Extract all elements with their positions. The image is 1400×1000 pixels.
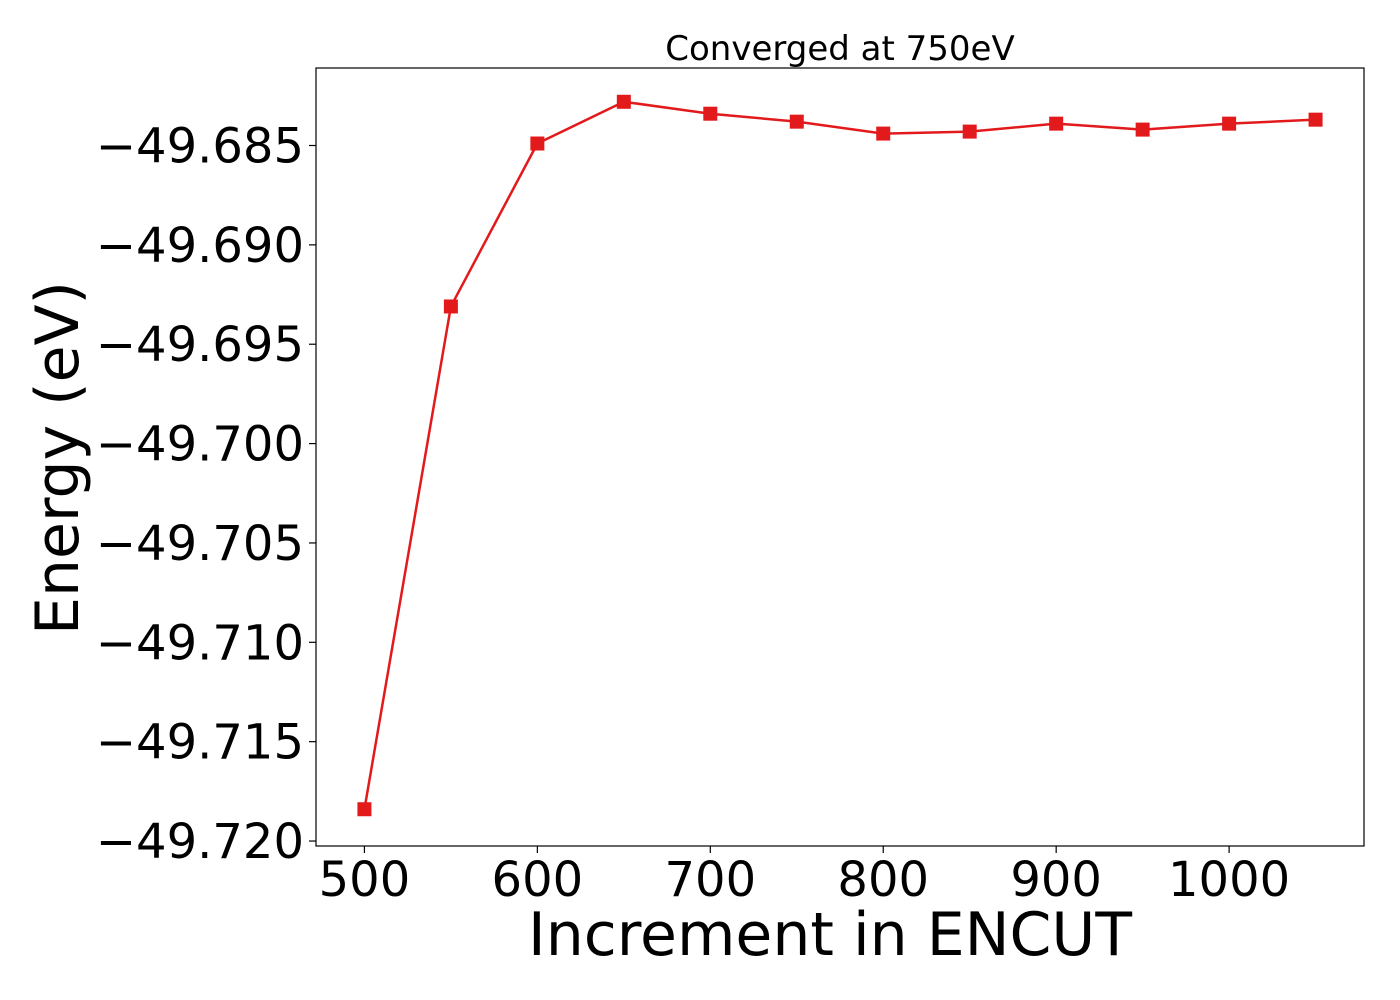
- x-tick-label: 900: [1010, 852, 1102, 908]
- y-axis-label: Energy (eV): [23, 281, 93, 635]
- x-axis-label: Increment in ENCUT: [528, 900, 1132, 970]
- data-point: [357, 802, 372, 817]
- series-line: [363, 100, 1316, 810]
- x-axis-ticks: 500 600 700 800 900 1000: [319, 846, 1290, 908]
- data-point: [703, 106, 718, 121]
- plot-frame: [315, 67, 1365, 847]
- x-tick-label: 800: [837, 852, 929, 908]
- data-point: [1049, 116, 1064, 131]
- x-tick-label: 700: [664, 852, 756, 908]
- x-tick-label: 500: [319, 852, 411, 908]
- data-point: [443, 299, 458, 314]
- y-tick-label: −49.705: [96, 516, 304, 572]
- chart-title: Converged at 750eV: [665, 29, 1014, 69]
- y-tick-label: −49.715: [96, 715, 304, 771]
- data-point: [962, 124, 977, 139]
- data-point: [1222, 116, 1237, 131]
- x-tick-label: 1000: [1168, 852, 1290, 908]
- y-tick-label: −49.720: [96, 814, 304, 870]
- y-tick-label: −49.690: [96, 218, 304, 274]
- data-point: [1135, 122, 1150, 137]
- data-point: [530, 136, 545, 151]
- data-point: [1308, 112, 1323, 127]
- data-point: [876, 126, 891, 141]
- series-layer: [357, 94, 1323, 817]
- y-tick-label: −49.695: [96, 317, 304, 373]
- data-point: [616, 94, 631, 109]
- y-tick-label: −49.710: [96, 615, 304, 671]
- plot-area: [315, 67, 1365, 847]
- y-tick-label: −49.700: [96, 417, 304, 473]
- data-point: [789, 114, 804, 129]
- y-axis-ticks: −49.685 −49.690 −49.695 −49.700 −49.705 −49.7…: [96, 119, 316, 870]
- y-tick-label: −49.685: [96, 119, 304, 175]
- x-tick-label: 600: [492, 852, 584, 908]
